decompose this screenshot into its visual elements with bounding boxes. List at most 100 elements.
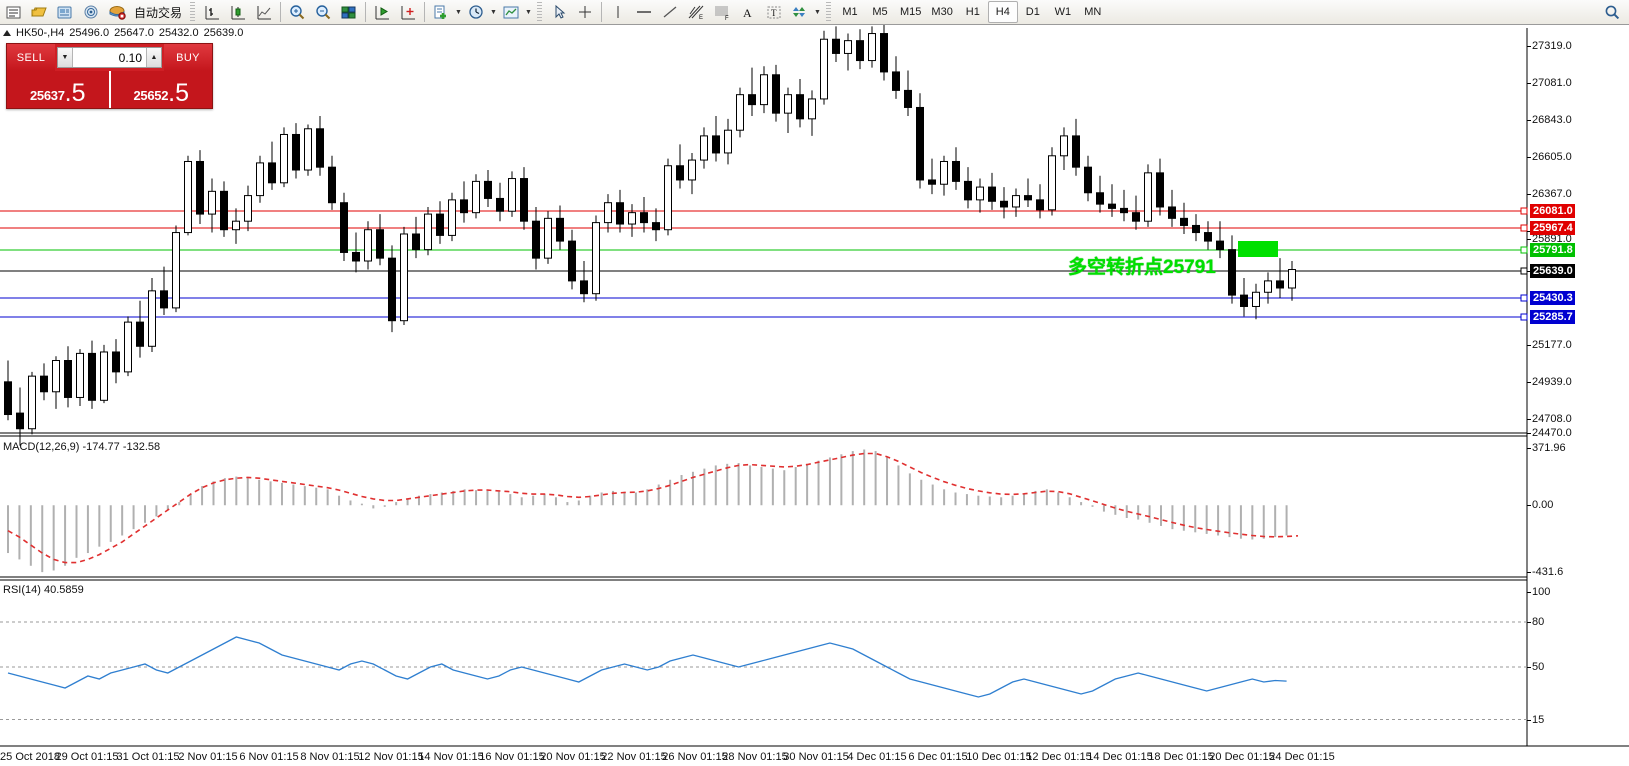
timeframe-h4[interactable]: H4 xyxy=(987,1,1018,23)
autotrade-button[interactable]: 自动交易 xyxy=(134,5,183,20)
volume-increase-icon[interactable]: ▲ xyxy=(146,48,161,67)
macd-axis-tick: 371.96 xyxy=(1527,442,1566,454)
timeframe-m5[interactable]: M5 xyxy=(872,6,888,18)
period-icon[interactable] xyxy=(463,1,489,24)
time-axis-tick: 25 Oct 2018 xyxy=(0,751,60,763)
price-axis-tick: 24708.0 xyxy=(1527,413,1572,425)
zoom-out-icon[interactable] xyxy=(310,1,336,24)
price-axis[interactable]: 27319.027081.026843.026605.026367.026129… xyxy=(1526,28,1629,746)
period-dropdown-caret-icon[interactable]: ▼ xyxy=(490,8,497,16)
sell-price[interactable]: 25637 .5 xyxy=(7,71,109,108)
price-axis-tick: 25891.0 xyxy=(1527,233,1572,245)
rsi-indicator-label: RSI(14) 40.5859 xyxy=(3,584,84,596)
text-icon[interactable]: A xyxy=(735,1,761,24)
expert-advisor-icon[interactable] xyxy=(104,1,130,24)
time-axis-tick: 30 Nov 01:15 xyxy=(783,751,849,763)
timeframe-m30[interactable]: M30 xyxy=(931,6,953,18)
horizontal-line-icon[interactable] xyxy=(631,1,657,24)
tile-windows-icon[interactable] xyxy=(336,1,362,24)
vertical-line-icon[interactable] xyxy=(605,1,631,24)
price-level-label[interactable]: 25639.0 xyxy=(1530,264,1575,278)
ohlc-close: 25639.0 xyxy=(203,26,244,39)
templates-icon[interactable] xyxy=(498,1,524,24)
one-click-trading-panel: SELL ▼ 0.10 ▲ BUY 25637 .5 25652 .5 xyxy=(6,43,213,109)
buy-price[interactable]: 25652 .5 xyxy=(108,71,213,108)
toolbar-grip-3[interactable] xyxy=(826,2,832,22)
time-axis-tick: 14 Nov 01:15 xyxy=(418,751,484,763)
time-axis[interactable]: 25 Oct 2018 29 Oct 01:15 31 Oct 01:15 2 Nov… xyxy=(0,747,1629,766)
time-axis-tick: 2 Nov 01:15 xyxy=(178,751,238,763)
buy-price-integer: 25652 xyxy=(133,88,169,103)
fibonacci-icon[interactable]: F xyxy=(709,1,735,24)
time-axis-tick: 12 Nov 01:15 xyxy=(358,751,424,763)
timeframe-w1[interactable]: W1 xyxy=(1054,6,1072,18)
timeframe-h1[interactable]: H1 xyxy=(965,6,980,18)
templates-dropdown-caret-icon[interactable]: ▼ xyxy=(525,8,532,16)
auto-scroll-icon[interactable] xyxy=(395,1,421,24)
toolbar-separator-1 xyxy=(280,2,282,22)
timeframe-mn[interactable]: MN xyxy=(1084,6,1102,18)
line-chart-icon[interactable] xyxy=(251,1,277,24)
price-level-label[interactable]: 25791.8 xyxy=(1530,243,1575,257)
volume-input[interactable]: 0.10 xyxy=(118,50,142,65)
ohlc-low: 25432.0 xyxy=(158,26,199,39)
price-level-label[interactable]: 25430.3 xyxy=(1530,291,1575,305)
shapes-icon[interactable] xyxy=(787,1,813,24)
signal-icon[interactable] xyxy=(78,1,104,24)
folder-icon[interactable] xyxy=(26,1,52,24)
news-icon[interactable] xyxy=(52,1,78,24)
elliott-wave-icon[interactable]: E xyxy=(683,1,709,24)
collapse-triangle-icon[interactable] xyxy=(3,29,11,36)
sell-price-decimal: .5 xyxy=(64,79,86,108)
timeframe-m1[interactable]: M1 xyxy=(842,6,858,18)
toolbar-grip-1[interactable] xyxy=(190,2,196,22)
price-level-label[interactable]: 25285.7 xyxy=(1530,310,1575,324)
new-chart-icon[interactable] xyxy=(428,1,454,24)
main-toolbar: 自动交易 ▼ xyxy=(0,0,1629,25)
svg-text:F: F xyxy=(725,16,729,21)
sell-button[interactable]: SELL xyxy=(7,44,55,71)
cursor-icon[interactable] xyxy=(546,1,572,24)
candlestick-chart-icon[interactable] xyxy=(225,1,251,24)
time-axis-tick: 6 Dec 01:15 xyxy=(908,751,968,763)
timeframe-m15[interactable]: M15 xyxy=(900,6,922,18)
macd-axis-tick: -431.6 xyxy=(1526,566,1564,578)
buy-price-decimal: .5 xyxy=(168,79,189,108)
buy-button[interactable]: BUY xyxy=(164,44,212,71)
volume-stepper[interactable]: ▼ 0.10 ▲ xyxy=(57,47,162,68)
sell-price-integer: 25637 xyxy=(29,88,65,103)
search-icon[interactable] xyxy=(1599,1,1625,24)
crosshair-icon[interactable] xyxy=(572,1,598,24)
list-icon[interactable] xyxy=(0,1,26,24)
ohlc-high: 25647.0 xyxy=(114,26,154,39)
volume-decrease-icon[interactable]: ▼ xyxy=(58,48,73,67)
ohlc-open: 25496.0 xyxy=(69,26,110,39)
price-level-label[interactable]: 25967.4 xyxy=(1530,221,1575,235)
trendline-icon[interactable] xyxy=(657,1,683,24)
price-axis-tick: 26367.0 xyxy=(1527,188,1572,200)
price-axis-tick: 24939.0 xyxy=(1527,376,1572,388)
toolbar-separator-4 xyxy=(601,2,603,22)
time-axis-tick: 24 Dec 01:15 xyxy=(1269,751,1335,763)
timeframe-d1[interactable]: D1 xyxy=(1025,6,1040,18)
text-label-icon[interactable]: T xyxy=(761,1,787,24)
chart-annotation-text[interactable]: 多空转折点25791 xyxy=(1068,257,1216,278)
new-chart-dropdown-caret-icon[interactable]: ▼ xyxy=(455,8,462,16)
zoom-in-icon[interactable] xyxy=(284,1,310,24)
octp-controls-row: SELL ▼ 0.10 ▲ BUY xyxy=(7,44,212,71)
toolbar-grip-2[interactable] xyxy=(537,2,543,22)
shapes-dropdown-caret-icon[interactable]: ▼ xyxy=(814,8,821,16)
toolbar-separator-3 xyxy=(424,2,426,22)
symbol-label: HK50-,H4 xyxy=(16,26,65,39)
price-axis-tick: 24470.0 xyxy=(1527,427,1572,439)
rsi-axis-tick: 50 xyxy=(1526,661,1545,673)
chart-shift-icon[interactable] xyxy=(369,1,395,24)
toolbar-separator-2 xyxy=(365,2,367,22)
price-level-label[interactable]: 26081.0 xyxy=(1530,204,1575,218)
time-axis-tick: 22 Nov 01:15 xyxy=(601,751,667,763)
rsi-axis-tick: 100 xyxy=(1526,586,1551,598)
rsi-axis-tick: 80 xyxy=(1526,616,1545,628)
bar-chart-icon[interactable] xyxy=(199,1,225,24)
time-axis-tick: 20 Dec 01:15 xyxy=(1209,751,1275,763)
